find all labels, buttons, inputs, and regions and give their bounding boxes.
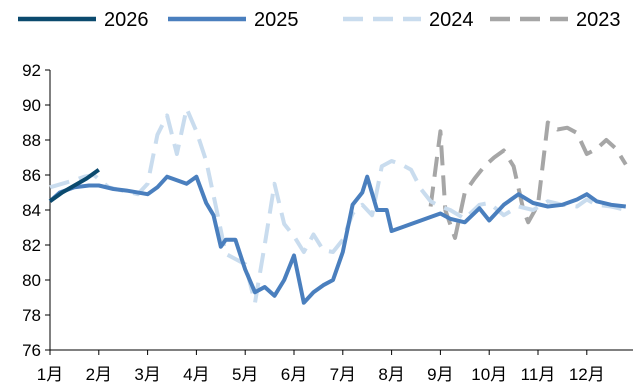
legend-label-2024: 2024 xyxy=(429,9,474,31)
y-tick-label: 82 xyxy=(22,236,41,255)
y-tick-label: 88 xyxy=(22,131,41,150)
x-tick-label: 6月 xyxy=(281,365,307,384)
x-tick-label: 1月 xyxy=(37,365,63,384)
legend-label-2025: 2025 xyxy=(254,9,299,31)
x-tick-label: 5月 xyxy=(232,365,258,384)
series-layer xyxy=(48,106,628,305)
y-tick-label: 86 xyxy=(22,166,41,185)
axes: 76 78 80 82 84 86 88 90 92 1月 2月 3月 4月 5月 6月 7月 8月 9月 10月 1… xyxy=(22,61,633,384)
x-tick-label: 10月 xyxy=(471,365,507,384)
legend-label-2026: 2026 xyxy=(104,9,149,31)
x-tick-label: 7月 xyxy=(330,365,356,384)
y-tick-label: 80 xyxy=(22,271,41,290)
x-tick-label: 2月 xyxy=(86,365,112,384)
series-line-2025 xyxy=(48,174,627,305)
y-tick-label: 76 xyxy=(22,341,41,360)
x-tick-label: 3月 xyxy=(134,365,160,384)
legend: 2026 2025 2024 2023 xyxy=(18,9,621,31)
x-tick-label: 4月 xyxy=(183,365,209,384)
series-line-2024 xyxy=(49,106,627,305)
y-tick-label: 92 xyxy=(22,61,41,80)
x-tick-label: 11月 xyxy=(521,365,556,384)
x-tick-label: 12月 xyxy=(569,365,605,384)
x-tick-label: 8月 xyxy=(378,365,404,384)
series-line-2023 xyxy=(428,120,628,240)
y-tick-label: 84 xyxy=(22,201,41,220)
y-tick-label: 90 xyxy=(22,96,41,115)
y-tick-label: 78 xyxy=(22,306,41,325)
series-line-2026 xyxy=(48,168,100,203)
legend-label-2023: 2023 xyxy=(576,9,621,31)
x-tick-label: 9月 xyxy=(427,365,453,384)
